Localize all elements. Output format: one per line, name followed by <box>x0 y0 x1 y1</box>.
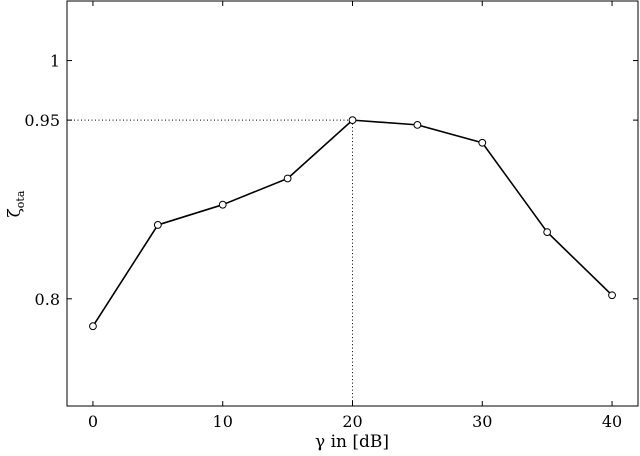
x-tick-label-40: 40 <box>602 412 622 431</box>
x-tick-label-0: 0 <box>88 412 98 431</box>
data-point-20 <box>348 116 357 125</box>
x-tick-label-20: 20 <box>342 412 362 431</box>
data-point-30 <box>478 138 487 147</box>
data-point-0 <box>89 322 97 331</box>
y-tick-label-1: 1 <box>50 52 60 71</box>
x-axis-label: γ in [dB] <box>315 432 389 452</box>
axis-ticks <box>67 1 638 406</box>
y-tick-label-0_95: 0.95 <box>24 111 60 130</box>
x-tick-label-10: 10 <box>213 412 233 431</box>
data-point-35 <box>543 228 552 236</box>
y-tick-label-0_8: 0.8 <box>35 290 60 309</box>
data-point-10 <box>218 200 227 209</box>
data-point-15 <box>283 174 292 183</box>
plot-frame <box>66 0 639 407</box>
data-point-40 <box>608 291 616 300</box>
x-tick-label-30: 30 <box>472 412 492 431</box>
tick-labels: 0 10 20 30 40 0.8 0.95 1 <box>24 52 622 431</box>
data-point-5 <box>153 221 162 229</box>
guide-lines <box>67 119 353 406</box>
y-axis-label-symbol: ζ <box>5 208 25 217</box>
y-axis-label: ζota <box>5 190 27 217</box>
series-group <box>89 116 616 331</box>
y-axis-label-subscript: ota <box>14 190 27 208</box>
data-point-25 <box>413 120 422 129</box>
